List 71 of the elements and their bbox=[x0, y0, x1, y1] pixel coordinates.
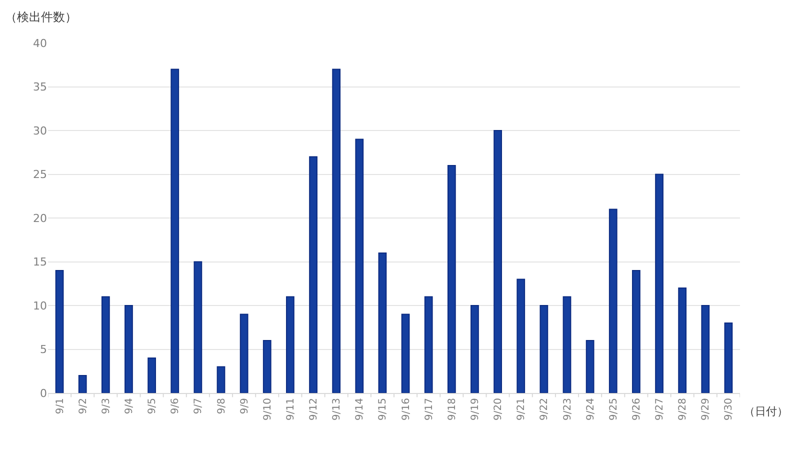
bar bbox=[540, 305, 548, 393]
x-tick-label: 9/18 bbox=[446, 398, 458, 420]
y-tick-label: 0 bbox=[40, 386, 47, 400]
x-tick-label: 9/5 bbox=[147, 398, 158, 414]
bar bbox=[655, 174, 664, 393]
bar bbox=[262, 340, 272, 393]
x-tick-label: 9/9 bbox=[239, 398, 250, 414]
bar bbox=[632, 270, 640, 393]
x-tick-label: 9/16 bbox=[400, 398, 412, 420]
x-tick-label: 9/7 bbox=[193, 398, 204, 414]
x-tick-label: 9/19 bbox=[470, 398, 481, 420]
bar bbox=[724, 322, 733, 393]
x-tick-label: 9/20 bbox=[493, 398, 504, 420]
y-tick-label: 10 bbox=[33, 299, 47, 312]
bar bbox=[170, 68, 180, 393]
bar bbox=[148, 358, 156, 393]
x-tick-label: 9/17 bbox=[424, 398, 435, 420]
x-tick-label: 9/25 bbox=[608, 398, 620, 420]
bar bbox=[378, 252, 387, 393]
y-tick-label: 5 bbox=[40, 343, 47, 356]
bar bbox=[240, 314, 248, 393]
x-tick-label: 9/23 bbox=[562, 398, 574, 420]
bar bbox=[494, 130, 502, 393]
x-tick-label: 9/22 bbox=[539, 398, 550, 420]
bar bbox=[355, 138, 364, 393]
x-tick-label: 9/15 bbox=[378, 398, 389, 420]
bar bbox=[216, 366, 226, 393]
bar bbox=[470, 305, 479, 393]
bar bbox=[447, 165, 456, 393]
x-tick-label: 9/12 bbox=[308, 398, 320, 420]
bar bbox=[101, 296, 110, 393]
x-tick-label: 9/24 bbox=[585, 398, 596, 420]
x-tick-label: 9/8 bbox=[216, 398, 228, 414]
x-tick-label: 9/2 bbox=[78, 398, 89, 414]
bar bbox=[55, 270, 64, 393]
bar bbox=[332, 68, 341, 393]
x-tick-label: 9/27 bbox=[654, 398, 666, 420]
bar bbox=[309, 156, 318, 393]
bar bbox=[78, 375, 87, 393]
bar bbox=[608, 208, 618, 393]
bar bbox=[286, 296, 294, 393]
bar bbox=[424, 296, 433, 393]
x-tick-label: 9/14 bbox=[354, 398, 366, 420]
bar bbox=[124, 305, 133, 393]
bar bbox=[562, 296, 572, 393]
x-axis-title: （日付） bbox=[744, 405, 788, 418]
bar bbox=[701, 305, 710, 393]
x-tick-label: 9/3 bbox=[100, 398, 112, 414]
x-tick-label: 9/30 bbox=[724, 398, 735, 420]
y-axis-title: （検出件数） bbox=[5, 10, 77, 24]
bar bbox=[586, 340, 594, 393]
x-tick-label: 9/13 bbox=[332, 398, 343, 420]
bar bbox=[516, 278, 526, 393]
x-tick-label: 9/11 bbox=[285, 398, 296, 420]
y-tick-label: 25 bbox=[33, 168, 47, 182]
x-tick-label: 9/26 bbox=[631, 398, 642, 420]
x-tick-label: 9/28 bbox=[678, 398, 689, 420]
y-tick-label: 20 bbox=[33, 212, 47, 225]
bar bbox=[678, 288, 687, 393]
y-tick-label: 40 bbox=[33, 36, 47, 50]
y-tick-label: 35 bbox=[33, 80, 47, 94]
x-tick-label: 9/10 bbox=[262, 398, 274, 420]
x-tick-label: 9/4 bbox=[124, 398, 135, 414]
y-tick-label: 15 bbox=[33, 256, 47, 269]
x-tick-label: 9/6 bbox=[170, 398, 182, 414]
x-tick-label: 9/29 bbox=[700, 398, 712, 420]
x-tick-label: 9/1 bbox=[54, 398, 66, 414]
bar bbox=[401, 314, 410, 393]
x-tick-label: 9/21 bbox=[516, 398, 528, 420]
y-tick-label: 30 bbox=[33, 124, 47, 138]
bar bbox=[194, 261, 202, 393]
